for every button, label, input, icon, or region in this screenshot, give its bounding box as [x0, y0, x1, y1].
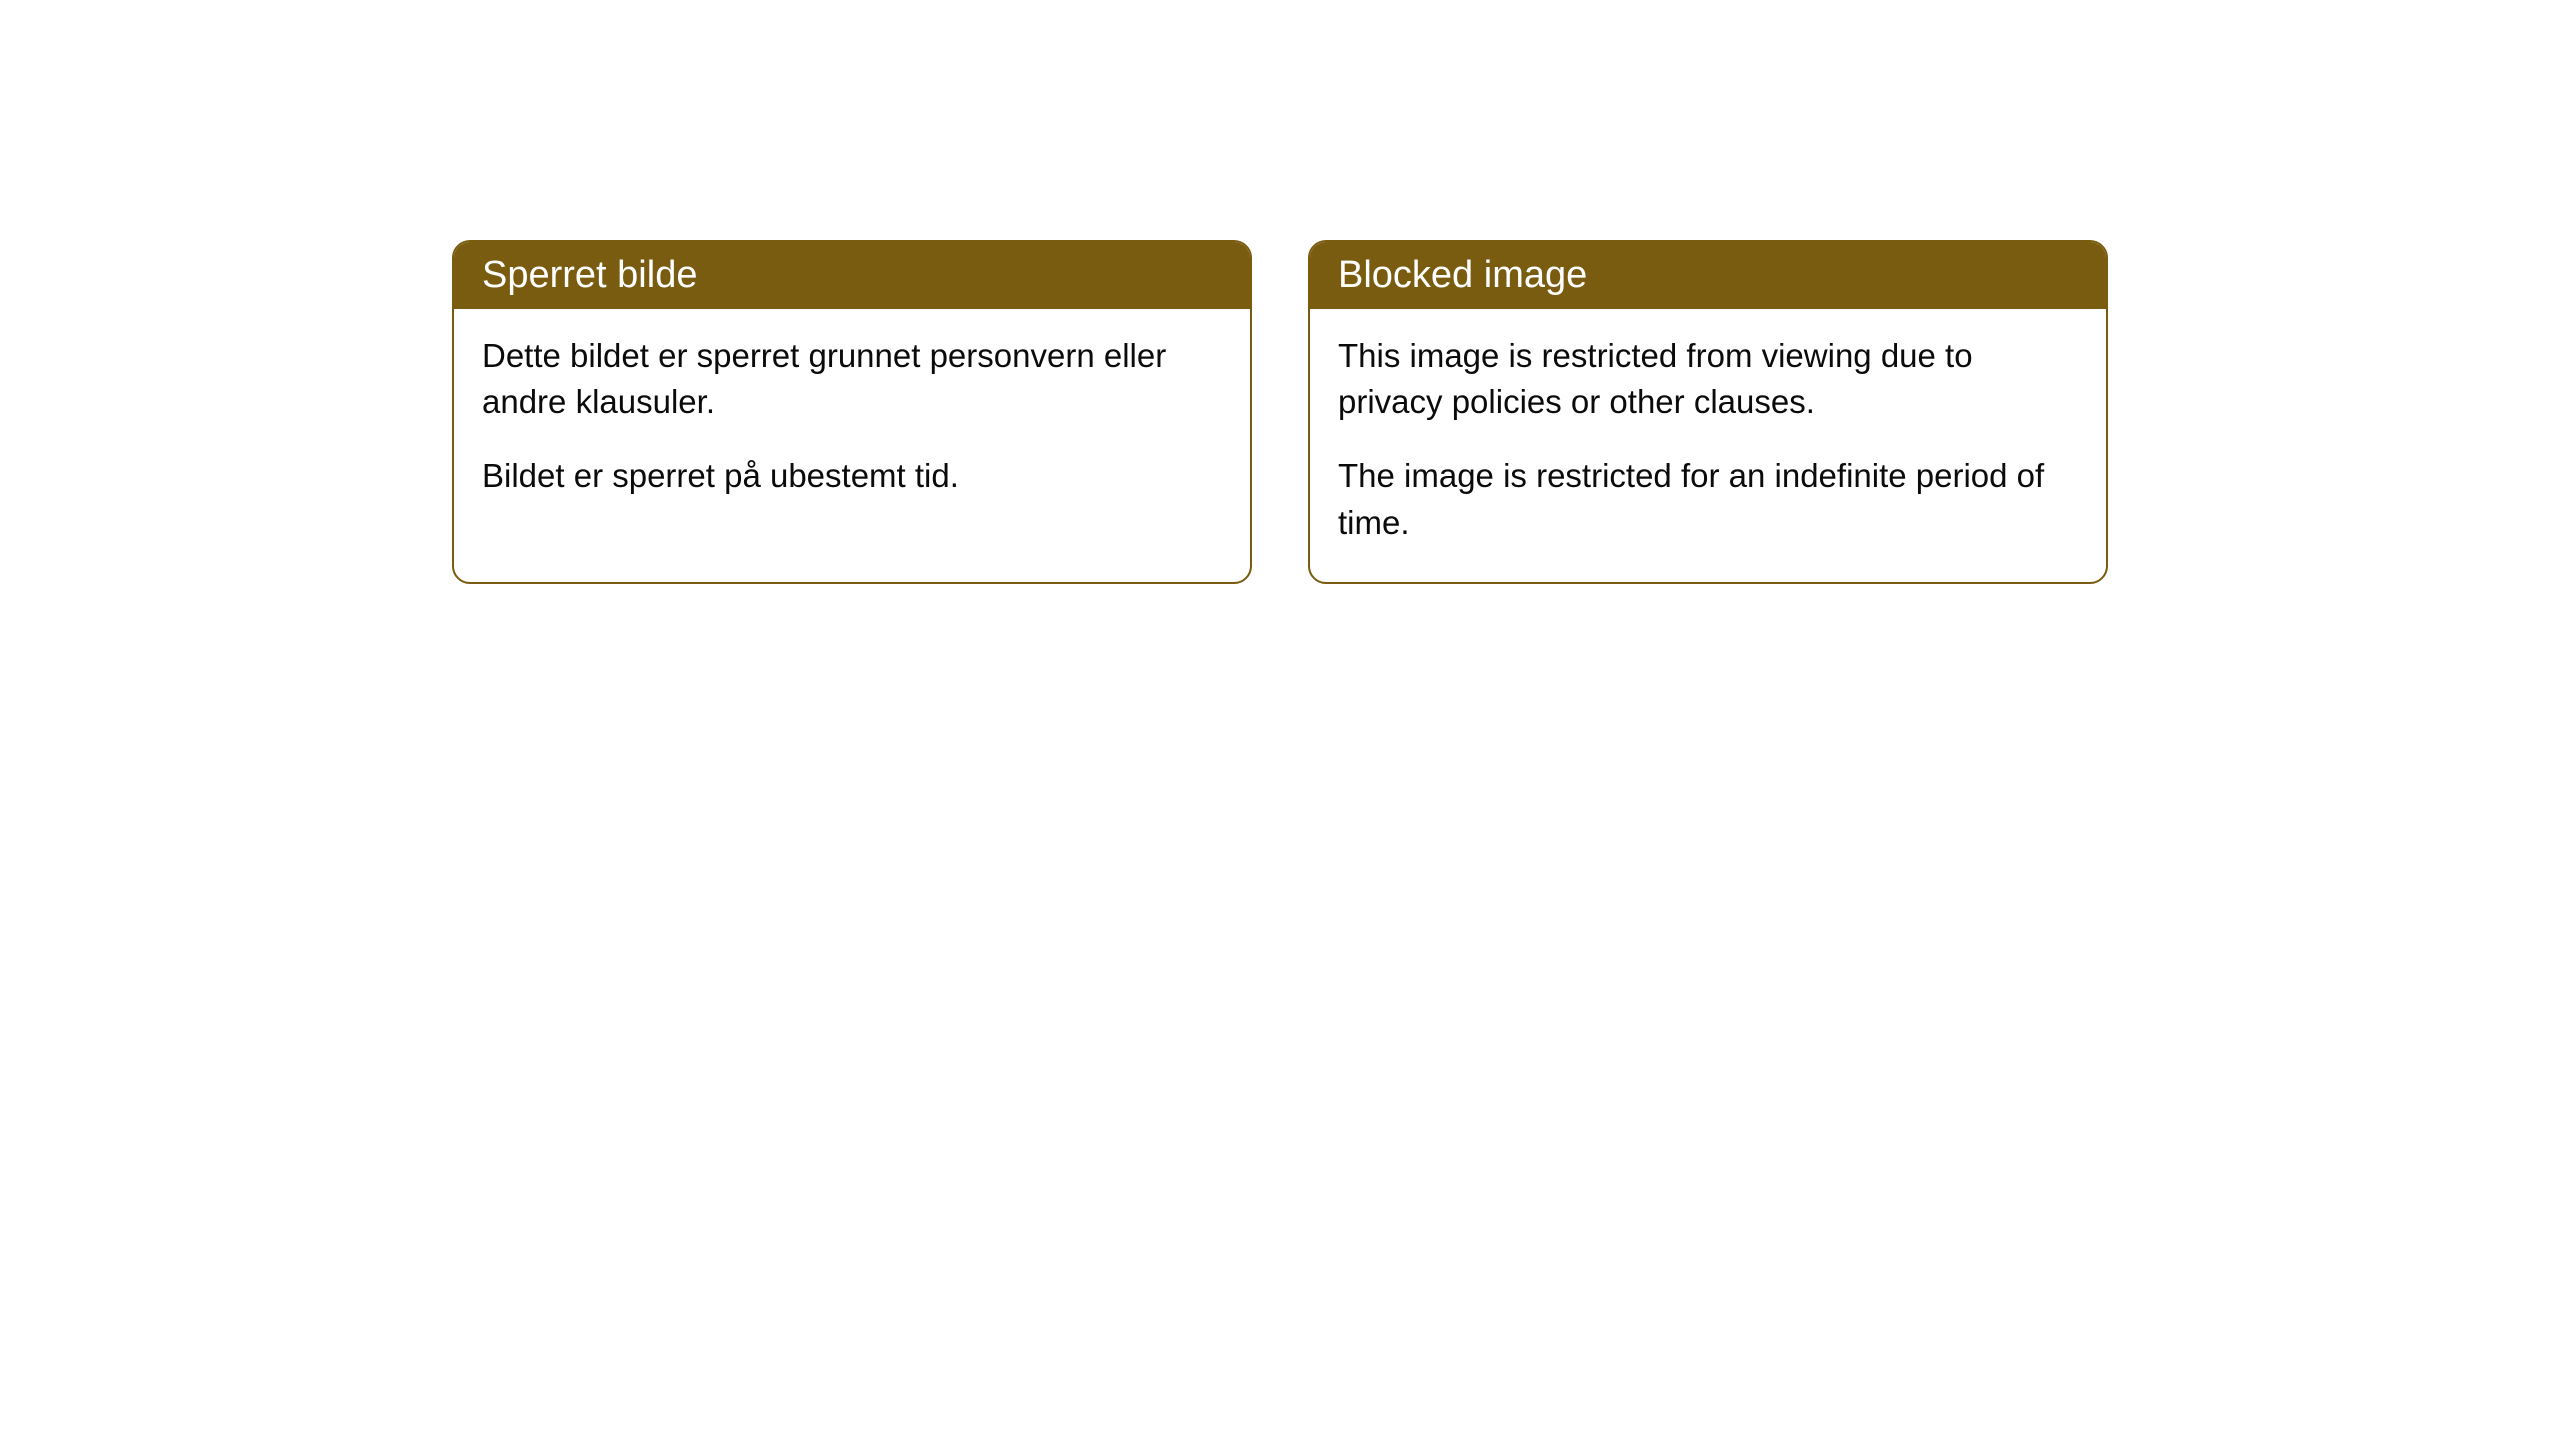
card-body: Dette bildet er sperret grunnet personve…: [454, 309, 1250, 536]
card-title: Blocked image: [1338, 254, 1587, 296]
card-title: Sperret bilde: [482, 254, 697, 296]
card-paragraph: Dette bildet er sperret grunnet personve…: [482, 333, 1222, 425]
notice-container: Sperret bilde Dette bildet er sperret gr…: [0, 240, 2560, 584]
card-paragraph: The image is restricted for an indefinit…: [1338, 453, 2078, 545]
notice-card-english: Blocked image This image is restricted f…: [1308, 240, 2108, 584]
card-header: Sperret bilde: [454, 242, 1250, 309]
notice-card-norwegian: Sperret bilde Dette bildet er sperret gr…: [452, 240, 1252, 584]
card-body: This image is restricted from viewing du…: [1310, 309, 2106, 582]
card-paragraph: Bildet er sperret på ubestemt tid.: [482, 453, 1222, 499]
card-header: Blocked image: [1310, 242, 2106, 309]
card-paragraph: This image is restricted from viewing du…: [1338, 333, 2078, 425]
